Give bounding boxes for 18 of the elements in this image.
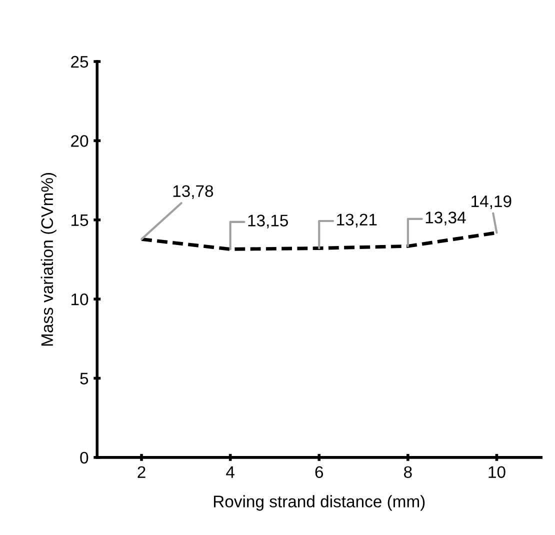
x-tick-label: 2 bbox=[138, 466, 146, 478]
y-tick-label: 5 bbox=[80, 372, 88, 384]
data-label: 13,78 bbox=[173, 185, 214, 199]
y-axis-title: Mass variation (CVm%) bbox=[40, 172, 56, 346]
data-label: 13,34 bbox=[426, 212, 466, 226]
y-tick-label: 0 bbox=[80, 452, 88, 464]
y-tick-label: 20 bbox=[71, 135, 88, 147]
data-label: 13,15 bbox=[248, 214, 288, 228]
x-tick-label: 8 bbox=[404, 466, 412, 478]
x-tick-label: 4 bbox=[226, 466, 234, 478]
x-tick-label: 6 bbox=[315, 466, 324, 478]
y-tick-label: 25 bbox=[71, 56, 88, 68]
x-axis-title: Roving strand distance (mm) bbox=[214, 495, 425, 511]
y-tick-label: 15 bbox=[72, 214, 88, 226]
data-label: 14,19 bbox=[472, 195, 512, 210]
x-tick-label: 10 bbox=[488, 466, 506, 478]
data-label: 13,21 bbox=[337, 214, 377, 228]
y-tick-label: 10 bbox=[72, 293, 88, 306]
